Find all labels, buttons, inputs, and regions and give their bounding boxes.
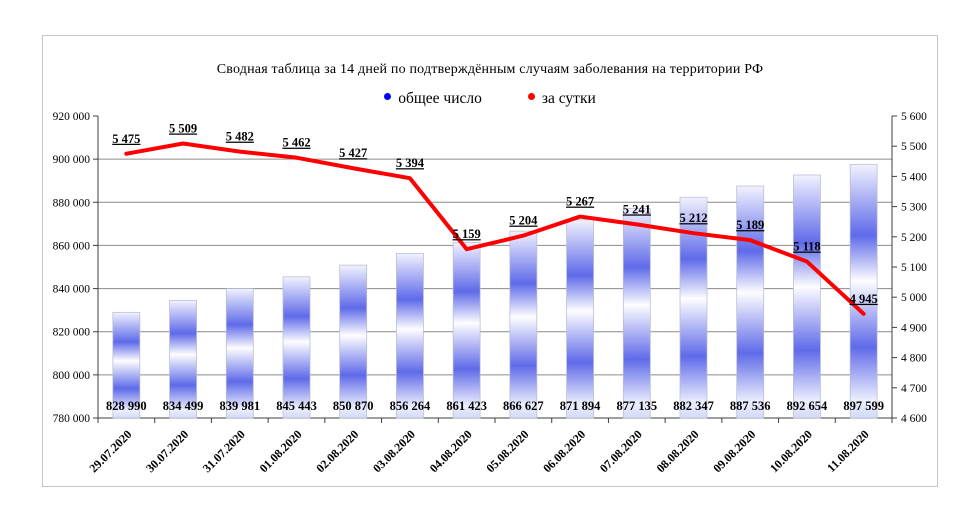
x-axis-date-label: 05.08.2020 <box>483 427 531 475</box>
bar-total-cases <box>793 174 821 419</box>
line-value-label: 5 462 <box>282 136 310 150</box>
right-axis-tick-label: 5 000 <box>901 292 927 304</box>
bar-value-label: 834 499 <box>163 399 204 413</box>
bar-total-cases <box>112 311 141 419</box>
chart-title: Сводная таблица за 14 дней по подтверждё… <box>216 62 764 77</box>
line-value-label: 5 482 <box>226 130 254 144</box>
legend-item-daily: за сутки <box>527 90 596 108</box>
x-axis-date-label: 10.08.2020 <box>767 427 815 475</box>
x-axis-date-label: 04.08.2020 <box>427 427 475 475</box>
line-value-label: 5 241 <box>623 202 651 216</box>
line-value-label: 5 159 <box>453 227 481 241</box>
bar-total-cases <box>509 230 538 419</box>
x-axis-date-label: 03.08.2020 <box>370 427 418 475</box>
legend-label-daily: за сутки <box>541 90 596 107</box>
chart-plot: 780 000 800 000 820 000 840 000 860 000 880 0… <box>53 111 928 475</box>
x-axis-date-label: 02.08.2020 <box>313 427 361 475</box>
x-axis-date-label: 30.07.2020 <box>143 427 191 475</box>
bar-value-label: 887 536 <box>730 399 771 413</box>
left-axis-tick-label: 920 000 <box>53 111 91 123</box>
left-axis-tick-label: 820 000 <box>53 327 91 339</box>
right-axis-tick-label: 4 800 <box>901 353 927 365</box>
legend-label-total: общее число <box>398 90 482 107</box>
bar-value-label: 856 264 <box>390 399 431 413</box>
line-value-label: 5 267 <box>566 195 594 209</box>
right-axis-tick-label: 5 400 <box>901 171 927 183</box>
bar-total-cases <box>566 219 594 419</box>
right-axis-tick-label: 5 600 <box>901 111 927 123</box>
left-axis-tick-label: 900 000 <box>53 154 91 166</box>
bar-total-cases <box>849 163 878 419</box>
line-daily-cases <box>124 141 866 316</box>
x-axis-date-label: 07.08.2020 <box>597 427 645 475</box>
left-axis-tick-label: 800 000 <box>53 370 91 382</box>
chart-frame: 780 000 800 000 820 000 840 000 860 000 880 0… <box>42 35 938 487</box>
line-value-label: 5 394 <box>396 156 425 170</box>
right-axis-tick-label: 5 300 <box>901 202 927 214</box>
bar-value-label: 897 599 <box>843 399 884 413</box>
chart-legend: общее число за сутки <box>43 90 937 108</box>
left-axis-tick-label: 880 000 <box>53 197 91 209</box>
bar-value-label: 877 135 <box>616 399 657 413</box>
x-axis-date-label: 08.08.2020 <box>654 427 702 475</box>
x-axis-date-label: 09.08.2020 <box>710 427 758 475</box>
bar-total-cases <box>396 253 424 419</box>
legend-item-total: общее число <box>384 90 482 108</box>
line-value-label: 5 189 <box>736 218 764 232</box>
x-axis-date-label: 11.08.2020 <box>824 427 872 475</box>
legend-marker-daily-icon <box>527 92 535 100</box>
bar-total-cases <box>622 208 651 419</box>
bar-value-label: 882 347 <box>673 399 714 413</box>
line-value-label: 5 204 <box>509 214 538 228</box>
bar-value-label: 861 423 <box>446 399 487 413</box>
bar-total-cases <box>736 185 765 419</box>
line-value-label: 5 118 <box>793 240 820 254</box>
bar-value-label: 892 654 <box>787 399 828 413</box>
bar-value-label: 866 627 <box>503 399 544 413</box>
bar-value-label: 828 990 <box>106 399 147 413</box>
bar-total-cases <box>339 264 368 419</box>
right-axis-tick-label: 5 100 <box>901 262 927 274</box>
bar-value-label: 871 894 <box>560 399 601 413</box>
bar-total-cases <box>169 300 197 419</box>
right-axis-tick-label: 5 500 <box>901 141 927 153</box>
line-value-label: 5 509 <box>169 121 197 135</box>
x-axis-date-label: 31.07.2020 <box>200 427 248 475</box>
line-value-label: 5 212 <box>679 211 707 225</box>
line-value-label: 4 945 <box>850 292 878 306</box>
bar-value-label: 850 870 <box>333 399 374 413</box>
x-axis-date-label: 01.08.2020 <box>257 427 305 475</box>
x-axis-date-label: 29.07.2020 <box>86 427 134 475</box>
bar-value-label: 845 443 <box>276 399 317 413</box>
bar-value-label: 839 981 <box>219 399 260 413</box>
line-value-label: 5 475 <box>112 132 140 146</box>
bar-total-cases <box>282 276 311 419</box>
right-axis-tick-label: 4 600 <box>901 413 927 425</box>
right-axis-tick-label: 4 900 <box>901 322 927 334</box>
bar-total-cases <box>452 241 481 419</box>
left-axis-tick-label: 840 000 <box>53 284 91 296</box>
right-axis-tick-label: 4 700 <box>901 383 927 395</box>
x-axis-date-label: 06.08.2020 <box>540 427 588 475</box>
left-axis-tick-label: 780 000 <box>53 413 91 425</box>
right-axis-tick-label: 5 200 <box>901 232 927 244</box>
line-value-label: 5 427 <box>339 146 367 160</box>
bar-total-cases <box>225 288 254 419</box>
left-axis-tick-label: 860 000 <box>53 240 91 252</box>
legend-marker-total-icon <box>384 92 392 100</box>
